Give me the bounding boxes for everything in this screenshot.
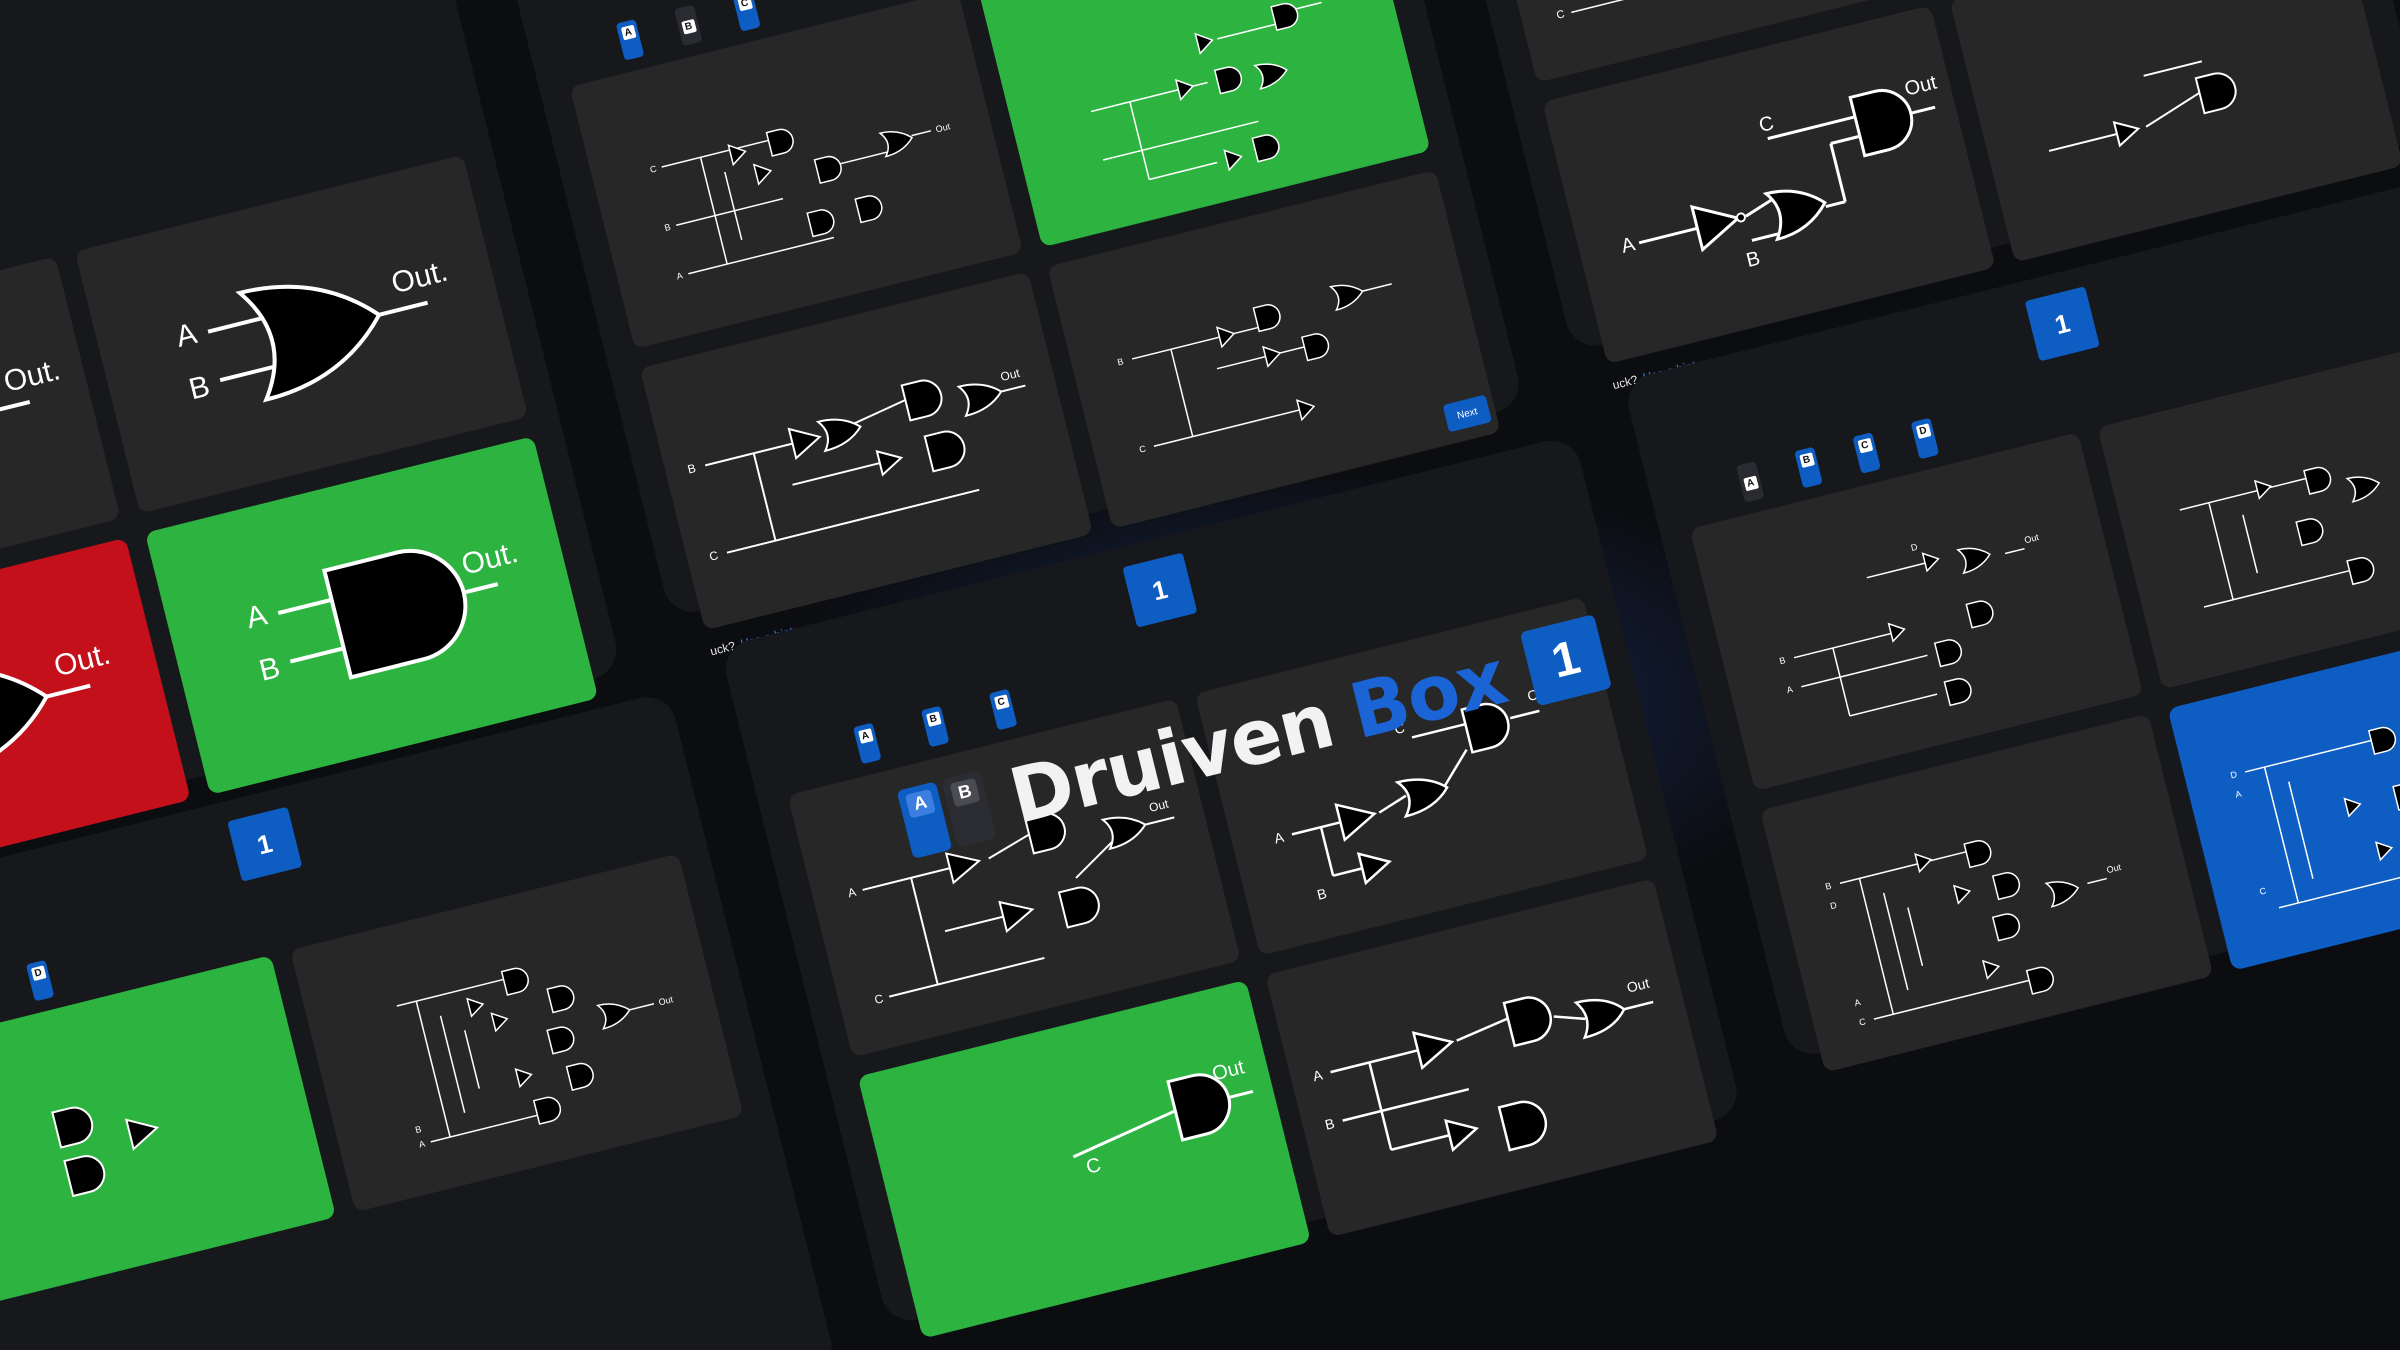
circuit-diagram: A C Out [846, 796, 1175, 1007]
and-gate-diagram: A B Out. [243, 536, 521, 688]
input-label: A [1853, 997, 1861, 1008]
logo: A B [896, 769, 1001, 859]
input-label: D [1829, 900, 1838, 911]
answer-card[interactable]: A C Out [787, 698, 1241, 1058]
xor-gate-diagram: Out. [0, 638, 114, 786]
input-label: C [2258, 885, 2267, 896]
input-label: C [1084, 1154, 1103, 1179]
input-label: A [675, 270, 683, 281]
answer-card[interactable]: Out. [0, 256, 121, 616]
input-label: B [1744, 247, 1762, 272]
circuit-diagram [2179, 466, 2381, 608]
input-label: B [1824, 881, 1832, 892]
input-label: D [1910, 542, 1919, 553]
input-label: B [1116, 356, 1124, 367]
input-label: C [873, 991, 885, 1007]
game-screen: 1 A B Out. [0, 0, 623, 897]
input-label: B [414, 1124, 422, 1135]
input-label: B [686, 461, 697, 477]
game-screen: 1 A B C D [1622, 168, 2400, 1073]
circuit-diagram: B A Out [396, 967, 675, 1150]
circuit-diagram: A B Out [1311, 975, 1654, 1153]
input-label: A [1273, 829, 1287, 847]
input-label: C [1757, 112, 1776, 137]
circuit-diagram: A C Out [1555, 0, 1708, 22]
input-label: A [418, 1138, 426, 1149]
input-label: A [2234, 789, 2242, 800]
circuit-diagram [2048, 60, 2237, 152]
input-label: C [1138, 443, 1147, 454]
output-label: Out [658, 994, 675, 1007]
input-label: C [708, 548, 720, 564]
game-screen: 1 B C D [0, 690, 839, 1350]
answer-card[interactable] [1949, 0, 2400, 263]
circuit-diagram: B C Out [686, 366, 1026, 564]
input-label: B [1323, 1115, 1336, 1133]
answer-card[interactable]: B C [1047, 169, 1501, 529]
answer-card-wrong[interactable]: Out. [0, 537, 191, 897]
game-screen: 1 A B C [501, 0, 1526, 658]
game-screen: 1 A B C [719, 434, 1743, 1339]
output-label: Out [2106, 862, 2123, 875]
circuit-diagram: B D A C Out [1824, 840, 2123, 1028]
input-label: B [1778, 655, 1786, 666]
circuit-diagram: B C [1116, 283, 1392, 455]
output-label: Out [999, 366, 1022, 384]
input-label: C [1555, 8, 1566, 22]
output-label: Out [935, 121, 952, 134]
logo-tile-b: B [941, 769, 997, 848]
answer-card[interactable]: B A D Out [1689, 432, 2144, 792]
circuit-diagram [51, 1106, 160, 1198]
answer-card-correct[interactable]: A B Out. [144, 436, 599, 795]
output-label: Out [2023, 532, 2040, 545]
circuit-diagram: C Out [1072, 1056, 1254, 1179]
input-label: C [1393, 719, 1407, 737]
answer-card[interactable]: A C Out [1472, 0, 1926, 83]
input-label: C [649, 163, 658, 174]
input-label: A [1619, 233, 1638, 258]
answer-card[interactable] [2097, 330, 2400, 690]
input-label: B [1315, 885, 1328, 903]
game-screen: A B C A C [1404, 0, 2400, 392]
brand-title: Druiven [1000, 675, 1342, 842]
answer-card[interactable]: B D A C Out [1760, 713, 2214, 1073]
answer-card[interactable]: A B Out. [74, 154, 529, 514]
answer-card-correct[interactable] [0, 955, 337, 1314]
answer-card-correct[interactable]: C Out [857, 979, 1312, 1339]
brand-highlight: Box [1341, 632, 1515, 757]
output-label: Out [1148, 796, 1171, 814]
or-gate-diagram: A B Out. [173, 255, 451, 407]
circuit-diagram: B A D Out [1778, 532, 2040, 717]
nand-gate-diagram: Out. [0, 353, 63, 414]
input-label: A [846, 885, 857, 901]
circuit-diagram [1090, 1, 1322, 181]
answer-card[interactable]: C B A Out [569, 0, 1024, 349]
input-label: A [1311, 1066, 1325, 1084]
answer-card[interactable]: B C Out [639, 271, 1094, 631]
brand-level-badge: 1 [1519, 613, 1612, 706]
answer-card[interactable]: A B Out [1265, 878, 1719, 1238]
circuit-diagram: C B A Out [649, 121, 952, 281]
circuit-diagram: A B C Out [1619, 71, 1939, 272]
input-label: A [1786, 684, 1794, 695]
input-label: D [2229, 769, 2238, 780]
input-label: B [663, 222, 671, 233]
answer-card[interactable]: A B C Out [1542, 5, 1996, 365]
answer-card[interactable]: B A Out [290, 853, 744, 1213]
input-label: C [1858, 1016, 1867, 1027]
output-label: Out [1625, 975, 1651, 996]
answer-card-correct[interactable] [977, 0, 1431, 248]
